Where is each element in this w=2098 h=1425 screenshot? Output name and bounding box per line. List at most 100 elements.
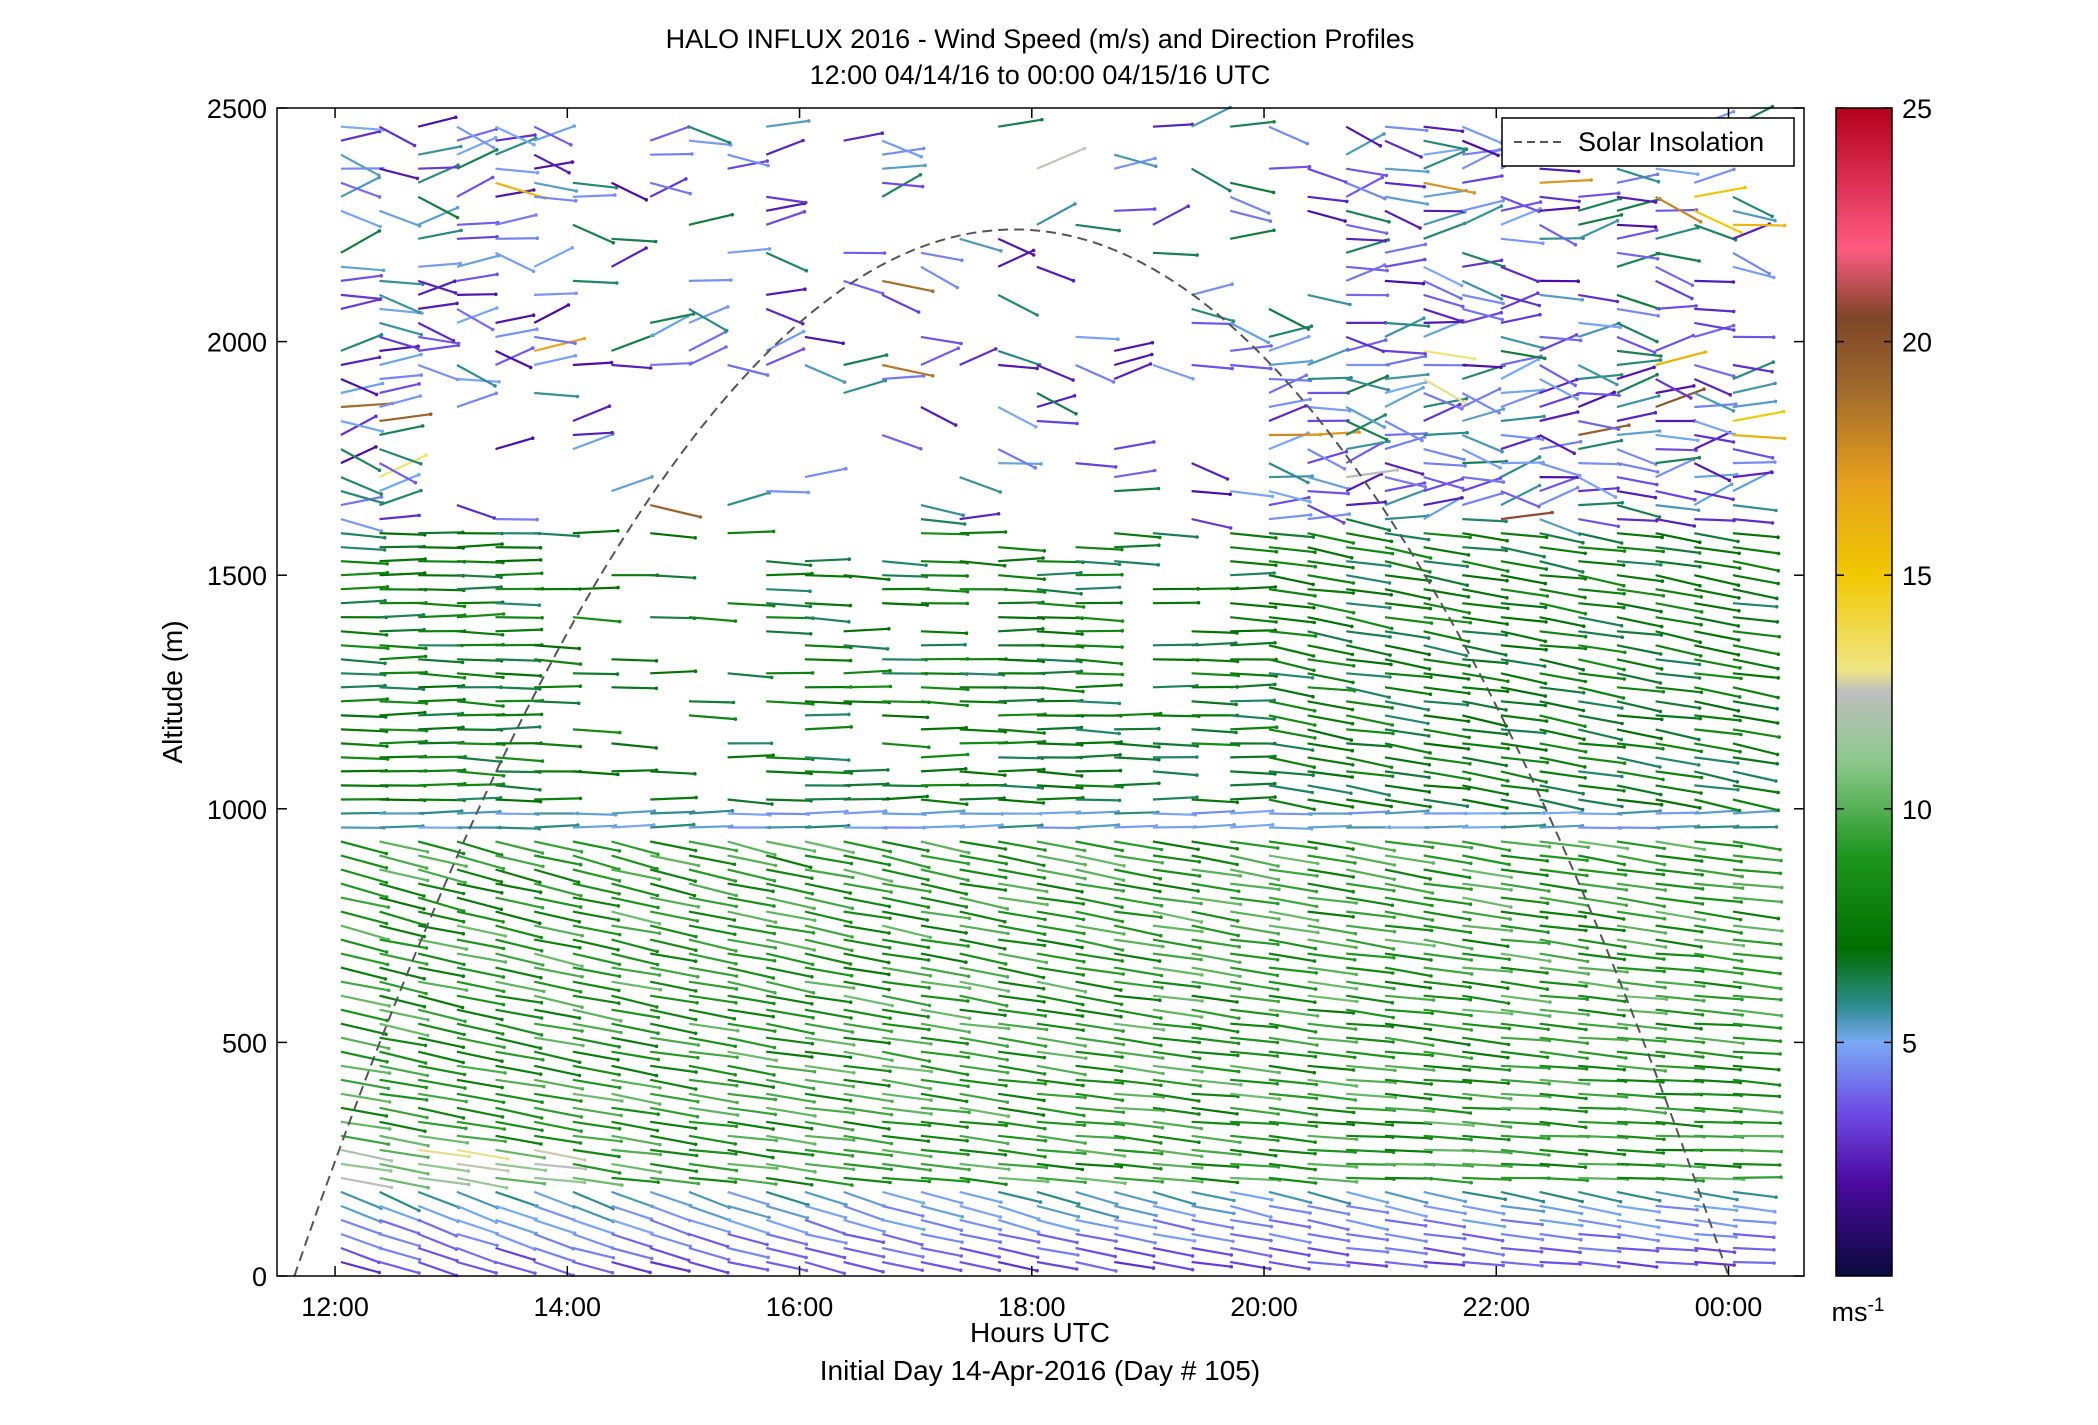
wind-barb: [1616, 462, 1658, 473]
wind-barb-tip: [1661, 747, 1665, 751]
wind-barb: [997, 293, 1038, 316]
wind-barb: [920, 1134, 968, 1142]
wind-barb-tip: [1428, 570, 1432, 574]
wind-barb-tip: [1044, 1165, 1049, 1170]
wind-barb: [533, 1078, 583, 1090]
wind-barb: [1268, 840, 1317, 850]
wind-barb: [1230, 1134, 1279, 1142]
wind-barb-tip: [1348, 302, 1352, 307]
wind-barb: [1384, 868, 1431, 880]
wind-barb: [456, 840, 503, 856]
wind-barb: [1578, 784, 1625, 792]
wind-barb: [1113, 157, 1156, 170]
wind-barb: [882, 812, 925, 816]
wind-barb-tip: [1468, 1111, 1473, 1115]
wind-barb-tip: [1738, 666, 1742, 670]
wind-barb-tip: [1543, 581, 1548, 586]
wind-barb-tip: [965, 752, 970, 757]
wind-barb: [1152, 882, 1199, 893]
wind-barb: [611, 658, 657, 662]
wind-barb: [1578, 826, 1621, 830]
wind-barb-tip: [803, 287, 807, 292]
wind-barb-tip: [1664, 1011, 1668, 1016]
wind-barb: [1655, 304, 1697, 310]
wind-barb: [882, 164, 926, 170]
wind-barb-tip: [1113, 465, 1118, 469]
wind-barb: [804, 467, 847, 479]
wind-barb-tip: [809, 1126, 814, 1131]
wind-barb: [1075, 966, 1124, 976]
wind-barb-tip: [1663, 931, 1668, 935]
wind-barb: [998, 1008, 1046, 1017]
wind-barb-tip: [1120, 572, 1124, 577]
wind-barb: [1113, 1218, 1156, 1229]
wind-barb-tip: [1159, 1083, 1163, 1088]
wind-barb: [1462, 1190, 1506, 1201]
wind-barb-tip: [1736, 624, 1741, 628]
wind-barb-tip: [1586, 845, 1590, 850]
wind-barb-tip: [1269, 1215, 1273, 1219]
wind-barb: [1268, 560, 1316, 568]
wind-barb: [998, 1050, 1045, 1059]
wind-barb-tip: [811, 991, 816, 995]
wind-barb-tip: [1351, 591, 1355, 595]
wind-barb: [1075, 882, 1124, 892]
wind-barb-tip: [538, 545, 543, 550]
wind-barb-tip: [1580, 1199, 1584, 1204]
wind-barb: [998, 698, 1043, 703]
wind-barb: [1500, 1120, 1549, 1126]
wind-barb-tip: [1225, 477, 1230, 481]
wind-barb: [340, 1162, 391, 1172]
wind-barb: [998, 1148, 1046, 1158]
wind-barb-tip: [1351, 915, 1355, 919]
wind-barb-tip: [1662, 1137, 1666, 1142]
wind-barb-tip: [1387, 581, 1392, 585]
wind-barb-tip: [811, 1086, 816, 1091]
wind-barb-tip: [501, 920, 505, 924]
wind-barb: [1694, 546, 1740, 555]
wind-barb: [1114, 782, 1159, 787]
wind-barb-tip: [1621, 696, 1626, 700]
wind-barb-tip: [928, 935, 932, 940]
wind-barb: [1229, 195, 1270, 215]
wind-barb-tip: [1428, 606, 1433, 611]
wind-barb: [1500, 672, 1546, 685]
wind-barb-tip: [1316, 930, 1320, 935]
wind-barb: [418, 344, 459, 352]
wind-barb: [804, 1120, 853, 1131]
wind-barb: [495, 924, 542, 939]
wind-barb: [1230, 1162, 1279, 1168]
wind-barb-tip: [1229, 1264, 1234, 1269]
wind-barb-tip: [765, 159, 769, 163]
wind-barb: [1539, 1218, 1582, 1227]
wind-barb-tip: [1041, 556, 1045, 560]
wind-barb-tip: [501, 946, 506, 951]
wind-barb-tip: [850, 1030, 855, 1034]
wind-barb: [1423, 1008, 1472, 1017]
wind-barb: [611, 1148, 661, 1156]
wind-barb-tip: [1387, 220, 1391, 224]
wind-barb-tip: [1430, 903, 1434, 908]
wind-barb-tip: [1083, 862, 1087, 867]
wind-barb-tip: [884, 353, 889, 357]
wind-barb-tip: [929, 1069, 934, 1074]
wind-barb: [766, 770, 812, 775]
wind-barb-tip: [1621, 917, 1626, 921]
wind-barb: [843, 132, 883, 142]
wind-barb-tip: [425, 878, 430, 883]
wind-barb: [1114, 487, 1159, 493]
wind-barb: [1578, 1218, 1620, 1228]
wind-barb: [572, 194, 615, 198]
wind-barb-tip: [1306, 327, 1311, 331]
wind-barb-tip: [887, 1127, 891, 1131]
wind-barb-tip: [1700, 873, 1704, 877]
wind-barb: [804, 1092, 851, 1102]
wind-barb: [1655, 686, 1702, 694]
wind-barb-tip: [1505, 538, 1509, 543]
wind-barb: [1616, 1246, 1658, 1252]
wind-barb-tip: [1315, 918, 1320, 923]
wind-barb-tip: [1306, 334, 1311, 339]
wind-barb: [1616, 854, 1665, 866]
wind-barb-tip: [1035, 1255, 1040, 1260]
wind-barb: [1230, 966, 1278, 977]
